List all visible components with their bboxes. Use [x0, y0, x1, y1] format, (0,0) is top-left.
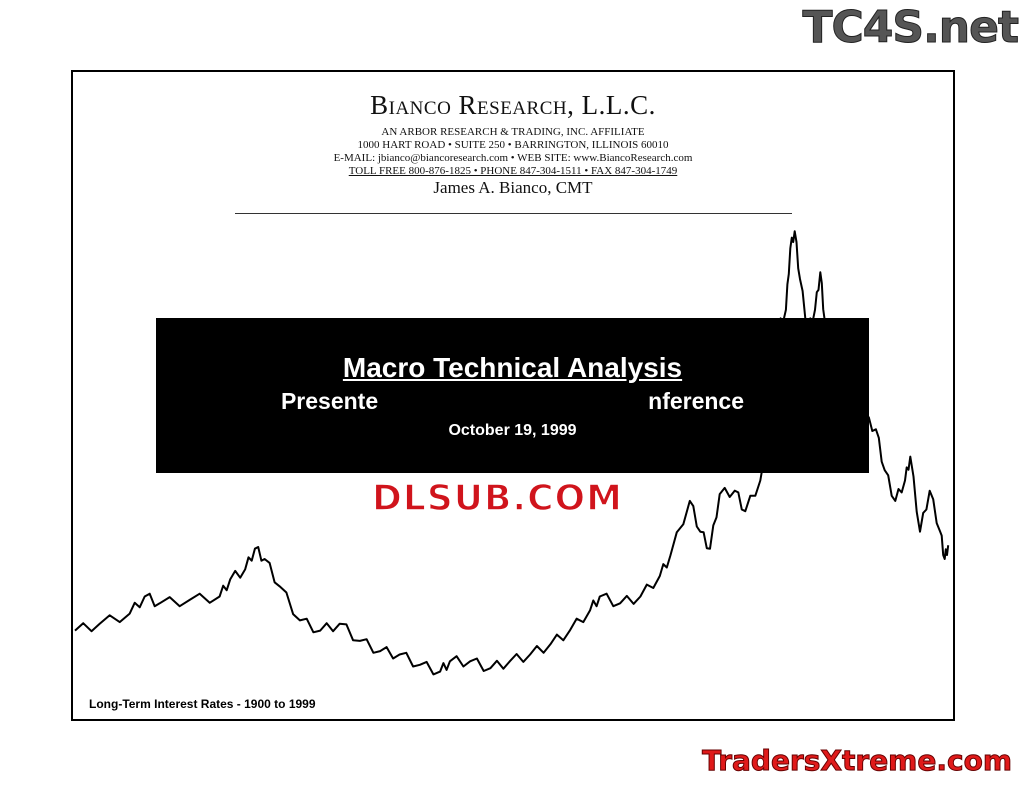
phone-line: TOLL FREE 800-876-1825 • PHONE 847-304-1… [348, 165, 678, 177]
dlsub-watermark: DLSUB.COM [371, 477, 623, 520]
contact-line: E-MAIL: jbianco@biancoresearch.com • WEB… [333, 152, 693, 164]
affiliate-line: AN ARBOR RESEARCH & TRADING, INC. AFFILI… [381, 126, 645, 138]
tc4s-watermark-logo: TC4S.net [802, 2, 1020, 54]
address-line: 1000 HART ROAD • SUITE 250 • BARRINGTON,… [357, 139, 669, 151]
title-banner: Macro Technical Analysis Presente nferenc… [156, 318, 869, 473]
presentation-date: October 19, 1999 [448, 422, 577, 439]
chart-caption: Long-Term Interest Rates - 1900 to 1999 [89, 697, 316, 711]
header-divider [235, 213, 792, 214]
subtitle-left: Presente [280, 388, 379, 414]
presentation-title: Macro Technical Analysis [342, 352, 683, 383]
tradersxtreme-watermark-logo: TradersXtreme.com [702, 744, 1013, 778]
author-name: James A. Bianco, CMT [433, 178, 593, 197]
presentation-subtitle: Presente nference [156, 388, 869, 415]
subtitle-right: nference [648, 388, 745, 414]
firm-name: Bianco Research, L.L.C. [370, 90, 656, 120]
